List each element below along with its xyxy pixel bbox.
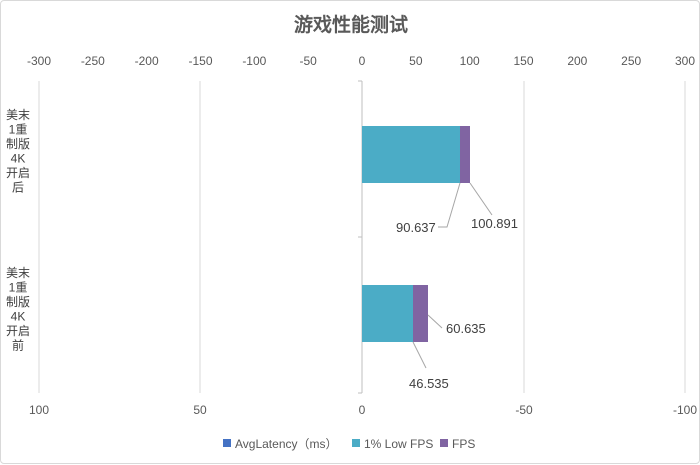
legend-swatch bbox=[223, 439, 231, 447]
top-tick-label: 300 bbox=[675, 54, 695, 68]
data-labels: 90.637 100.891 60.635 46.535 bbox=[396, 216, 518, 391]
legend-label: AvgLatency（ms） bbox=[235, 437, 338, 451]
category-label-line: 4K bbox=[11, 152, 26, 166]
category-label-line: 4K bbox=[11, 310, 26, 324]
top-axis-ticks: -300 -250 -200 -150 -100 -50 0 50 100 150 200 250 30… bbox=[27, 54, 695, 68]
bottom-tick-label: -100 bbox=[673, 403, 697, 417]
category-label-line: 开启 bbox=[6, 166, 30, 180]
legend-swatch bbox=[352, 439, 360, 447]
leader-lines bbox=[412, 182, 493, 369]
category-label-line: 美末 bbox=[6, 108, 30, 122]
bar-fps bbox=[460, 126, 470, 183]
bottom-tick-label: -50 bbox=[515, 403, 533, 417]
category-label-line: 开启 bbox=[6, 324, 30, 338]
category-label-line: 1重 bbox=[9, 123, 28, 137]
top-tick-label: -250 bbox=[81, 54, 105, 68]
top-tick-label: -100 bbox=[242, 54, 266, 68]
category-label-line: 后 bbox=[12, 181, 24, 195]
data-label: 100.891 bbox=[471, 216, 518, 231]
category-label-line: 制版 bbox=[6, 295, 30, 309]
legend-swatch bbox=[440, 439, 448, 447]
legend-label: 1% Low FPS bbox=[364, 437, 433, 451]
bars bbox=[362, 126, 470, 342]
leader-line bbox=[427, 314, 443, 329]
bottom-tick-label: 100 bbox=[29, 403, 49, 417]
bottom-tick-label: 0 bbox=[359, 403, 366, 417]
top-tick-label: 200 bbox=[567, 54, 587, 68]
bottom-tick-label: 50 bbox=[193, 403, 207, 417]
top-tick-label: 50 bbox=[409, 54, 423, 68]
chart-title: 游戏性能测试 bbox=[294, 13, 408, 36]
category-label-line: 前 bbox=[12, 338, 24, 353]
legend: AvgLatency（ms） 1% Low FPS FPS bbox=[223, 437, 475, 451]
category-label-line: 1重 bbox=[9, 281, 28, 295]
category-label-line: 制版 bbox=[6, 137, 30, 151]
leader-line bbox=[469, 182, 493, 216]
top-tick-label: -150 bbox=[188, 54, 212, 68]
data-label: 90.637 bbox=[396, 220, 436, 235]
bar-1pct-low-fps bbox=[362, 126, 460, 183]
legend-label: FPS bbox=[452, 437, 475, 451]
bar-1pct-low-fps bbox=[362, 285, 413, 342]
top-tick-label: 100 bbox=[460, 54, 480, 68]
category-label-line: 美末 bbox=[6, 266, 30, 280]
top-tick-label: -50 bbox=[299, 54, 317, 68]
top-tick-label: 0 bbox=[359, 54, 366, 68]
top-tick-label: 150 bbox=[513, 54, 533, 68]
category-label: 美末 1重制版 4K 开启后 bbox=[6, 108, 30, 195]
top-tick-label: 250 bbox=[621, 54, 641, 68]
leader-line bbox=[412, 341, 427, 369]
top-tick-label: -200 bbox=[135, 54, 159, 68]
category-label: 美末 1重制版 4K 开启前 bbox=[6, 266, 30, 353]
bottom-axis-ticks: 100 50 0 -50 -100 bbox=[29, 403, 697, 417]
top-tick-label: -300 bbox=[27, 54, 51, 68]
leader-line bbox=[438, 182, 461, 228]
data-label: 60.635 bbox=[446, 321, 486, 336]
data-label: 46.535 bbox=[409, 376, 449, 391]
bar-fps bbox=[413, 285, 428, 342]
